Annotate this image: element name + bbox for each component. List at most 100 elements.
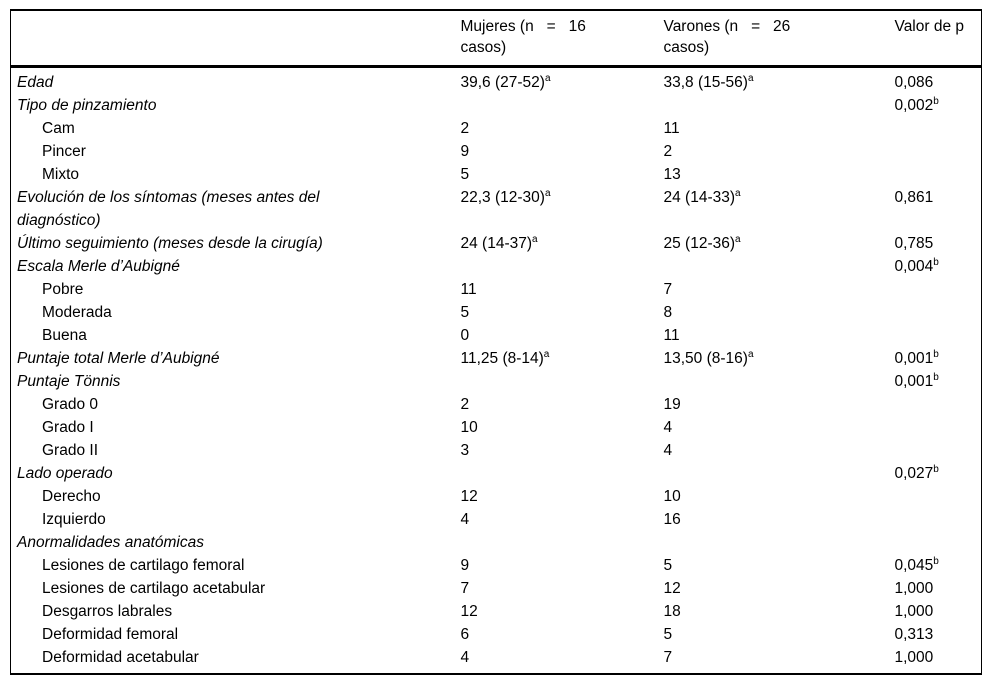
p-value-cell: 0,027b [894,463,939,482]
p-value-cell [895,416,982,439]
p-value-cell [895,301,982,324]
mujeres-value-cell: 4 [460,511,470,528]
table-row: Buena 0 11 [11,324,982,347]
table-row: Puntaje total Merle d’Aubigné 11,25 (8-14… [11,347,982,370]
row-label-cell: Deformidad femoral [42,626,179,643]
row-label-cell: Grado II [42,442,98,459]
row-label-cell: Lesiones de cartilago acetabular [42,580,266,597]
header-row: Mujeres (n = 16 casos) Varones (n = 26 c… [10,10,982,67]
mujeres-value-cell: 2 [460,120,470,137]
superscript-marker: b [933,555,939,567]
row-label-cell: Escala Merle d’Aubigné [17,258,180,275]
header-empty-cell [11,10,461,67]
varones-value-cell [664,255,895,278]
table-row: Pobre 11 7 [11,278,982,301]
table-row: Escala Merle d’Aubigné 0,004b [11,255,982,278]
header-valor-de-p: Valor de p [894,18,965,35]
header-mujeres: Mujeres (n = 16 casos) [460,18,586,56]
p-value-cell: 0,785 [894,235,934,252]
mujeres-value-cell [461,255,664,278]
table-row: Deformidad femoral 6 5 0,313 [11,623,982,646]
superscript-marker: a [747,348,754,360]
table-row: Pincer 9 2 [11,140,982,163]
varones-value-cell [664,531,895,554]
p-value-cell [895,278,982,301]
row-label-cell: Lado operado [17,465,113,482]
row-label-cell: Desgarros labrales [42,603,173,620]
row-label-cell: Edad [17,74,54,91]
varones-value-cell: 16 [663,511,681,528]
varones-value-cell: 18 [663,603,681,620]
p-value-cell: 1,000 [894,649,934,666]
mujeres-value-cell: 10 [460,419,478,436]
row-label-cell: Evolución de los síntomas (meses antes d… [17,189,320,229]
table-row: Anormalidades anatómicas [11,531,982,554]
mujeres-value-cell: 5 [460,304,470,321]
p-value-cell [895,508,982,531]
p-value-cell: 0,001b [894,371,939,390]
row-label-cell: Puntaje total Merle d’Aubigné [17,350,220,367]
varones-value-cell: 7 [663,281,673,298]
comparison-table: Mujeres (n = 16 casos) Varones (n = 26 c… [10,9,982,675]
varones-value-cell: 33,8 (15-56)a [663,72,754,91]
p-value-cell [895,324,982,347]
row-label-cell: Buena [42,327,87,344]
table-row: Evolución de los síntomas (meses antes d… [11,186,982,232]
mujeres-value-cell: 12 [460,488,478,505]
superscript-marker: b [933,256,939,268]
varones-value-cell [664,462,895,485]
superscript-marker: a [735,187,741,199]
mujeres-value-cell: 11 [460,281,477,298]
mujeres-value-cell [461,462,664,485]
header-varones: Varones (n = 26 casos) [663,18,791,56]
table-row: Cam 2 11 [11,117,982,140]
p-value-cell: 0,002b [894,95,939,114]
mujeres-value-cell: 6 [460,626,470,643]
superscript-marker: a [544,187,551,199]
row-label-cell: Último seguimiento (meses desde la cirug… [17,235,323,252]
table-row: Tipo de pinzamiento 0,002b [11,94,982,117]
table-row: Lesiones de cartilago acetabular 7 12 1,000 [11,577,982,600]
row-label-cell: Izquierdo [42,511,106,528]
mujeres-value-cell [461,94,664,117]
table-row: Moderada 5 8 [11,301,982,324]
row-label-cell: Grado 0 [42,396,99,413]
mujeres-value-cell: 12 [460,603,478,620]
varones-value-cell: 11 [663,120,680,137]
varones-value-cell: 19 [663,396,681,413]
mujeres-value-cell: 5 [460,166,470,183]
p-value-cell [895,140,982,163]
varones-value-cell: 7 [663,649,673,666]
p-value-cell: 1,000 [894,580,934,597]
table-row: Grado 0 2 19 [11,393,982,416]
superscript-marker: a [747,72,754,84]
superscript-marker: a [735,233,741,245]
mujeres-value-cell: 24 (14-37)a [460,233,538,252]
superscript-marker: b [933,463,939,475]
mujeres-value-cell: 7 [460,580,470,597]
row-label-cell: Tipo de pinzamiento [17,97,157,114]
p-value-cell: 0,004b [894,256,939,275]
p-value-cell [895,531,982,554]
varones-value-cell: 11 [663,327,680,344]
p-value-cell [895,485,982,508]
mujeres-value-cell: 11,25 (8-14)a [460,348,550,367]
table-row: Puntaje Tönnis 0,001b [11,370,982,393]
row-label-cell: Moderada [42,304,112,321]
row-label-cell: Deformidad acetabular [42,649,199,666]
mujeres-value-cell: 3 [460,442,470,459]
superscript-marker: b [933,348,939,360]
p-value-cell [895,117,982,140]
p-value-cell [895,163,982,186]
varones-value-cell: 5 [663,626,673,643]
mujeres-value-cell: 2 [460,396,470,413]
row-label-cell: Mixto [42,166,80,183]
p-value-cell: 0,045b [894,555,939,574]
superscript-marker: a [543,348,550,360]
row-label-cell: Cam [42,120,75,137]
varones-value-cell: 10 [663,488,681,505]
row-label-cell: Pincer [42,143,86,160]
row-label-cell: Anormalidades anatómicas [17,534,204,551]
table-row: Derecho 12 10 [11,485,982,508]
